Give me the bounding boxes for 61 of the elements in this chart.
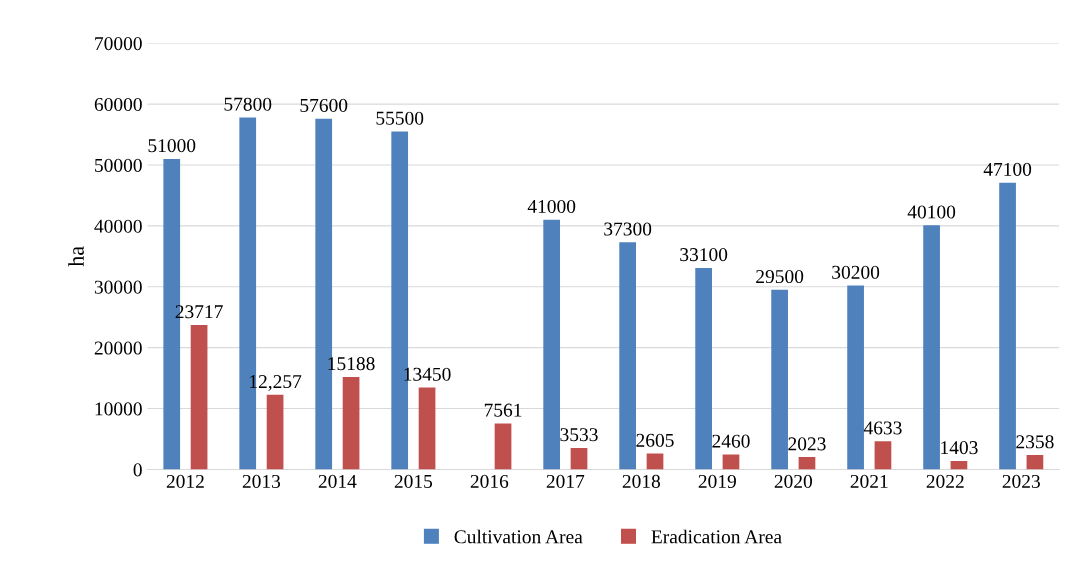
x-tick-label: 2016: [470, 474, 509, 488]
data-label: 51000: [148, 139, 196, 153]
data-label: 33100: [680, 248, 728, 262]
bar: [543, 219, 561, 470]
x-tick-label: 2021: [850, 474, 888, 488]
data-label: 40100: [907, 205, 956, 219]
y-axis-title: ha: [68, 246, 84, 267]
bar: [619, 242, 636, 470]
bar: [771, 289, 788, 470]
data-label: 37300: [604, 222, 652, 236]
bar: [494, 423, 512, 470]
x-tick-label: 2022: [926, 474, 964, 488]
data-label: 30200: [832, 265, 880, 279]
x-tick-label: 2014: [318, 474, 357, 488]
bar: [1026, 455, 1044, 470]
x-tick-label: 2023: [1002, 474, 1040, 488]
data-label: 1403: [941, 441, 978, 455]
x-tick-label: 2017: [546, 474, 585, 488]
y-tick-label: 30000: [94, 280, 142, 294]
x-tick-label: 2018: [622, 474, 661, 488]
data-label: 3533: [560, 428, 598, 442]
bar: [695, 267, 712, 470]
x-tick-label: 2020: [774, 474, 812, 488]
bar: [798, 457, 816, 470]
bar: [266, 394, 284, 470]
bar: [342, 376, 360, 470]
bar: [190, 325, 208, 470]
data-label: 7561: [484, 403, 522, 417]
bar: [570, 447, 588, 470]
data-label: 29500: [756, 269, 804, 284]
bar: [847, 285, 864, 470]
data-label: 41000: [527, 199, 576, 214]
legend-label: Eradication Area: [651, 529, 782, 544]
bar: [999, 182, 1016, 470]
data-label: 47100: [983, 162, 1032, 176]
bar: [418, 387, 436, 470]
bar: [923, 225, 940, 470]
bar: [874, 441, 892, 470]
data-label: 55500: [376, 111, 424, 125]
legend-label: Cultivation Area: [454, 529, 583, 544]
y-tick-label: 70000: [95, 37, 142, 51]
data-label: 2460: [712, 434, 750, 448]
y-tick-label: 60000: [94, 97, 142, 112]
y-tick-label: 20000: [94, 341, 142, 355]
bar: [722, 454, 740, 470]
data-label: 2023: [788, 437, 826, 451]
data-label: 57600: [300, 98, 348, 112]
bar: [950, 460, 968, 470]
x-tick-label: 2019: [698, 474, 736, 488]
y-tick-label: 10000: [95, 402, 142, 416]
data-label: 2358: [1016, 435, 1054, 449]
y-tick-label: 50000: [95, 158, 142, 172]
data-label: 2605: [636, 433, 674, 447]
bar: [646, 453, 664, 470]
data-label: 57800: [224, 97, 272, 111]
x-tick-label: 2015: [394, 474, 433, 488]
data-label: 4633: [863, 421, 902, 435]
y-tick-label: 40000: [94, 219, 142, 233]
y-tick-label: 0: [133, 463, 142, 477]
x-tick-label: 2012: [166, 474, 204, 488]
x-tick-label: 2013: [242, 474, 281, 488]
